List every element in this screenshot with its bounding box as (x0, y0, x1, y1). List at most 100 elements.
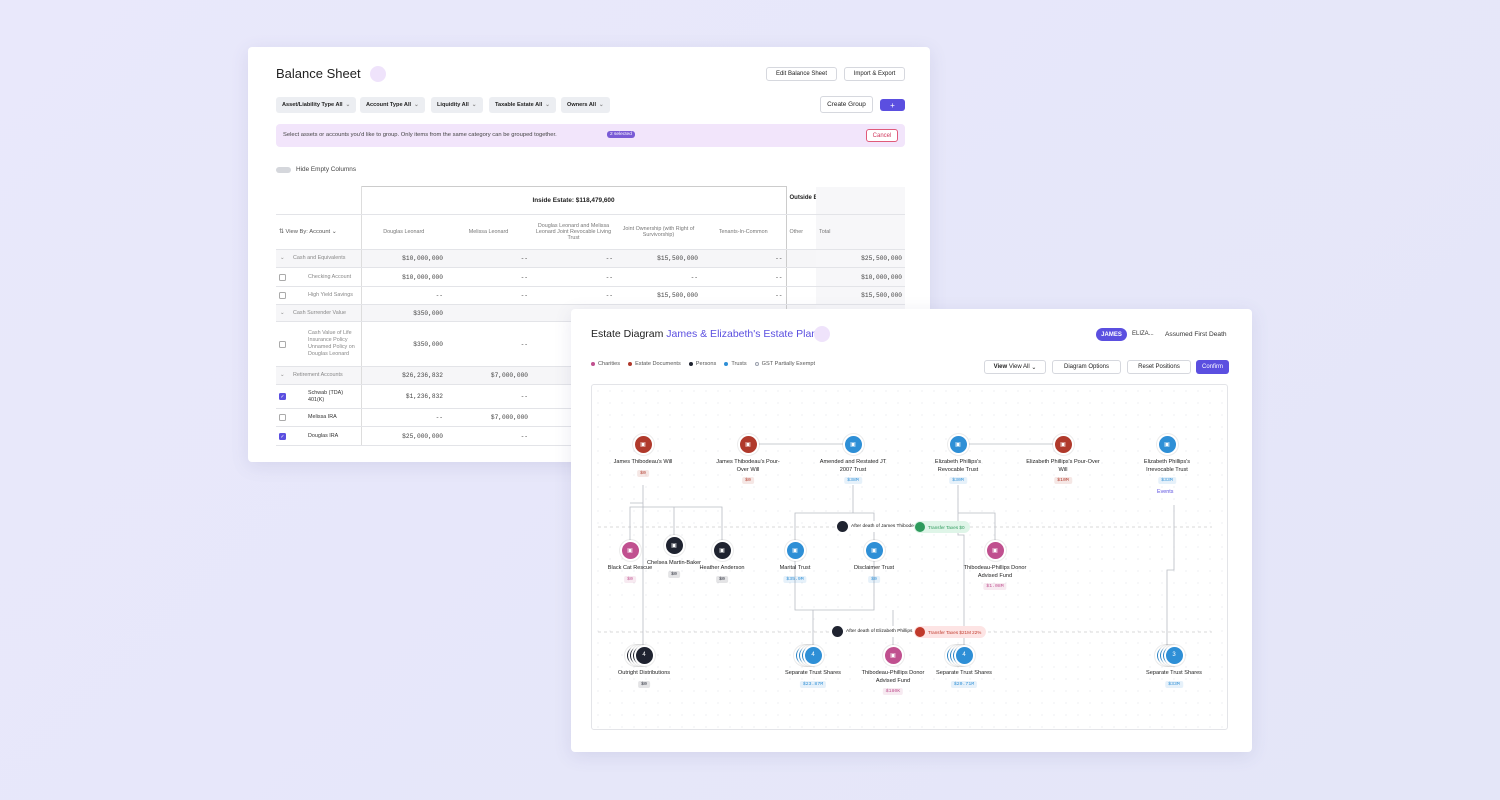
title: Balance Sheet (276, 66, 361, 81)
plan-name[interactable]: James & Elizabeth's Estate Plan (666, 328, 818, 340)
node-label: Separate Trust Shares (1146, 670, 1202, 676)
cell-value: -- (520, 273, 528, 281)
filter-text: Owners All (567, 102, 597, 108)
cell: -- (361, 286, 446, 305)
view-label: View (993, 364, 1008, 370)
cancel-button[interactable]: Cancel (866, 129, 898, 142)
node-link[interactable]: Events (1157, 489, 1174, 495)
node-circle[interactable]: ▣ (863, 539, 885, 561)
button[interactable]: Import & Export (844, 67, 905, 81)
cell-value: -- (520, 292, 528, 299)
cell-value: -- (775, 273, 783, 281)
node-label: James Thibodeau's Will (613, 459, 673, 465)
button[interactable]: Create Group (820, 96, 873, 113)
node-circle[interactable]: ▣ (882, 644, 904, 666)
checkbox[interactable] (279, 414, 286, 421)
filter-text: Liquidity All (437, 102, 469, 108)
add-button[interactable]: + (880, 99, 905, 111)
icon (814, 326, 830, 342)
row-label: High Yield Savings (276, 286, 362, 305)
sort-text: View By: Account (285, 229, 331, 235)
node-count: 3 (1172, 652, 1176, 658)
cell-value: -- (775, 292, 783, 299)
node-circle[interactable]: ▣ (619, 539, 641, 561)
checkbox[interactable]: ✓ (279, 432, 286, 440)
filter[interactable]: Account Type All ⌄ (360, 97, 425, 113)
label-text: Retirement Accounts (293, 372, 343, 378)
node-circle[interactable]: ▣ (947, 433, 969, 455)
node-circle[interactable]: ▣ (737, 433, 759, 455)
filter[interactable]: Owners All ⌄ (561, 97, 610, 113)
cell: $350,000 (361, 321, 446, 367)
node-value: $180K (882, 688, 904, 695)
legend-dot (724, 362, 729, 366)
event: After death of Elizabeth Phillips (832, 626, 916, 637)
connector (629, 485, 723, 655)
node-circle[interactable]: ▣ (663, 534, 685, 556)
cell-value: -- (520, 393, 528, 400)
node-circle[interactable]: ▣ (1052, 433, 1074, 455)
cell (785, 249, 817, 268)
cell: -- (531, 249, 616, 268)
cell: -- (446, 384, 531, 409)
node-circle[interactable]: ▣ (842, 433, 864, 455)
node-circle[interactable]: 4 (633, 644, 655, 666)
cell-value: -- (435, 414, 443, 421)
label-text: Cash Value of Life Insurance Policy Unna… (308, 330, 355, 357)
sort-label[interactable]: ⇅ View By: Account ⌄ (276, 214, 362, 250)
cell-value: -- (605, 273, 613, 281)
cell: $26,236,832 (361, 366, 446, 385)
cell-value: $15,500,000 (657, 255, 698, 262)
node-circle[interactable]: 4 (953, 644, 975, 666)
node-circle[interactable]: ▣ (784, 539, 806, 561)
button[interactable]: Diagram Options (1052, 360, 1121, 374)
row-label: ⌄ Retirement Accounts (276, 366, 362, 385)
column-header: Joint Ownership (with Right of Survivors… (616, 214, 701, 250)
node-circle[interactable]: 4 (802, 644, 824, 666)
cell: $1,236,832 (361, 384, 446, 409)
filter-text: Taxable Estate All (495, 102, 543, 108)
filter[interactable]: Asset/Liability Type All ⌄ (276, 97, 357, 113)
chevron: ⌄ (414, 102, 419, 108)
node-circle[interactable]: ▣ (1156, 433, 1178, 455)
tab[interactable]: JAMES (1096, 328, 1127, 341)
checkbox[interactable] (279, 292, 286, 299)
button[interactable]: Reset Positions (1127, 360, 1191, 374)
node-value: $0 (624, 575, 636, 583)
row-label: Melissa IRA (276, 408, 362, 427)
total: $25,500,000 (816, 249, 906, 268)
toggle[interactable] (276, 167, 291, 173)
tax-chip: Transfer Taxes $21M 22% (914, 626, 987, 638)
checkbox[interactable] (279, 340, 286, 348)
node-circle[interactable]: ▣ (711, 539, 733, 561)
filter[interactable]: Liquidity All ⌄ (431, 97, 483, 113)
checkbox[interactable]: ✓ (279, 393, 286, 400)
view-select[interactable]: View View All ⌄ (984, 360, 1046, 374)
node-circle[interactable]: 3 (1163, 644, 1185, 666)
row-label: ⌄ Cash and Equivalents (276, 249, 362, 268)
title-row: Estate Diagram James & Elizabeth's Estat… (591, 328, 817, 340)
node-label: Chelsea Martin-Baker (646, 560, 702, 566)
cell-value: $1,236,832 (405, 393, 443, 400)
cell: $25,000,000 (361, 426, 446, 446)
checkbox[interactable] (279, 273, 286, 281)
node-value: $1.08M (983, 583, 1007, 590)
node-label: Elizabeth Phillips's Irrevocable Trust (1143, 459, 1191, 473)
node-value: $35.9M (783, 575, 807, 583)
column-header: Melissa Leonard (446, 214, 531, 250)
node-circle[interactable]: ▣ (984, 539, 1006, 561)
button[interactable]: Confirm (1196, 360, 1229, 374)
legend-label: Persons (695, 361, 717, 367)
node-value: $0 (637, 469, 649, 477)
tab[interactable]: ELIZA... (1132, 331, 1154, 337)
filter[interactable]: Taxable Estate All ⌄ (489, 97, 556, 113)
cell (785, 286, 817, 305)
cell: -- (446, 321, 531, 367)
column-header: Other (785, 214, 817, 250)
node-label: Heather Anderson (699, 565, 745, 571)
button[interactable]: Edit Balance Sheet (766, 67, 837, 81)
column-header: Douglas Leonard (361, 214, 446, 250)
node-circle[interactable]: ▣ (632, 433, 654, 455)
legend-item: Estate Documents (628, 361, 681, 367)
